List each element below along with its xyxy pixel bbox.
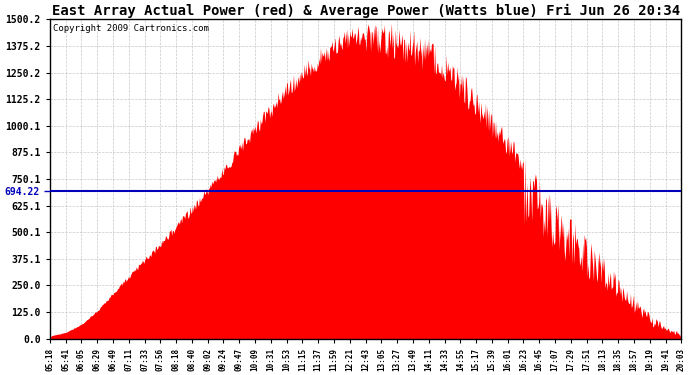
Text: Copyright 2009 Cartronics.com: Copyright 2009 Cartronics.com [53, 24, 209, 33]
Title: East Array Actual Power (red) & Average Power (Watts blue) Fri Jun 26 20:34: East Array Actual Power (red) & Average … [52, 4, 680, 18]
